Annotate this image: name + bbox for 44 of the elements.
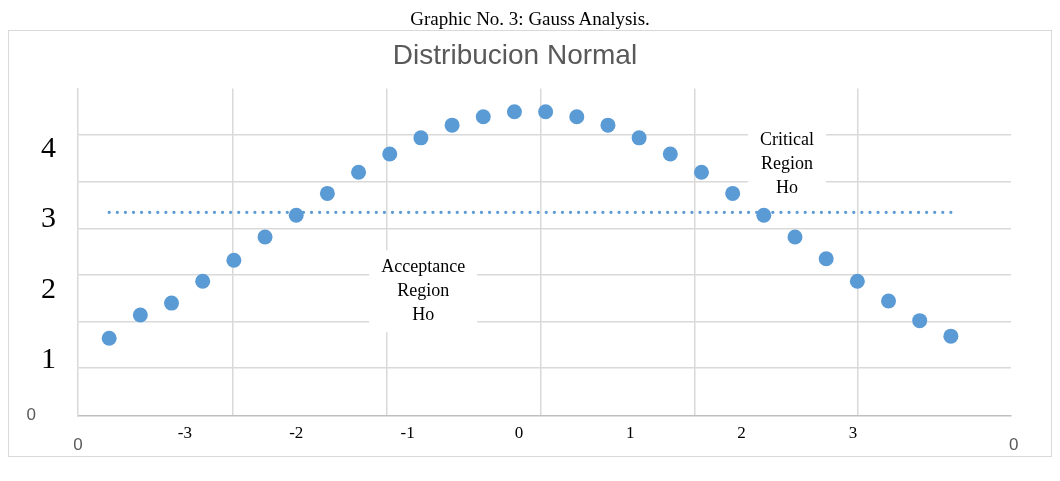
point (195, 273, 211, 289)
point (226, 252, 242, 268)
x-tick-label: 2 (737, 423, 746, 443)
point (849, 273, 865, 289)
y-tick-label: 3 (41, 200, 56, 234)
y-tick-label: 2 (41, 270, 56, 304)
point (631, 130, 647, 146)
point (475, 109, 491, 125)
point (319, 185, 335, 201)
x-tick-label: 0 (514, 423, 524, 443)
point (756, 207, 772, 223)
point (132, 307, 148, 323)
text: 0 (26, 405, 37, 425)
point (351, 164, 367, 180)
point (288, 207, 304, 223)
point (818, 251, 834, 267)
point (693, 164, 709, 180)
point (382, 146, 398, 162)
point (787, 229, 803, 245)
point (569, 109, 585, 125)
x-tick-label: -3 (177, 423, 192, 443)
x-tick-label: 3 (848, 423, 858, 443)
x-tick-label: -1 (400, 423, 415, 443)
annotation: Critical Region Ho (760, 128, 815, 197)
x-tick-label: 1 (625, 423, 635, 443)
point (506, 104, 522, 120)
point (413, 130, 429, 146)
y-tick-label: 1 (41, 340, 56, 374)
point (444, 117, 460, 133)
point (725, 185, 741, 201)
point (600, 117, 616, 133)
chart-title: Graphic No. 3: Gauss Analysis. (409, 8, 651, 30)
point (662, 146, 678, 162)
point (881, 293, 897, 309)
point (164, 295, 180, 311)
point (257, 229, 273, 245)
point (538, 104, 554, 120)
x-tick-label: -2 (289, 423, 304, 443)
chart-subtitle: Distribucion Normal (392, 38, 638, 70)
y-tick-label: 4 (41, 129, 56, 163)
point (943, 328, 959, 344)
annotation: Acceptance Region Ho (381, 256, 466, 325)
point (101, 330, 117, 346)
point (912, 313, 928, 329)
